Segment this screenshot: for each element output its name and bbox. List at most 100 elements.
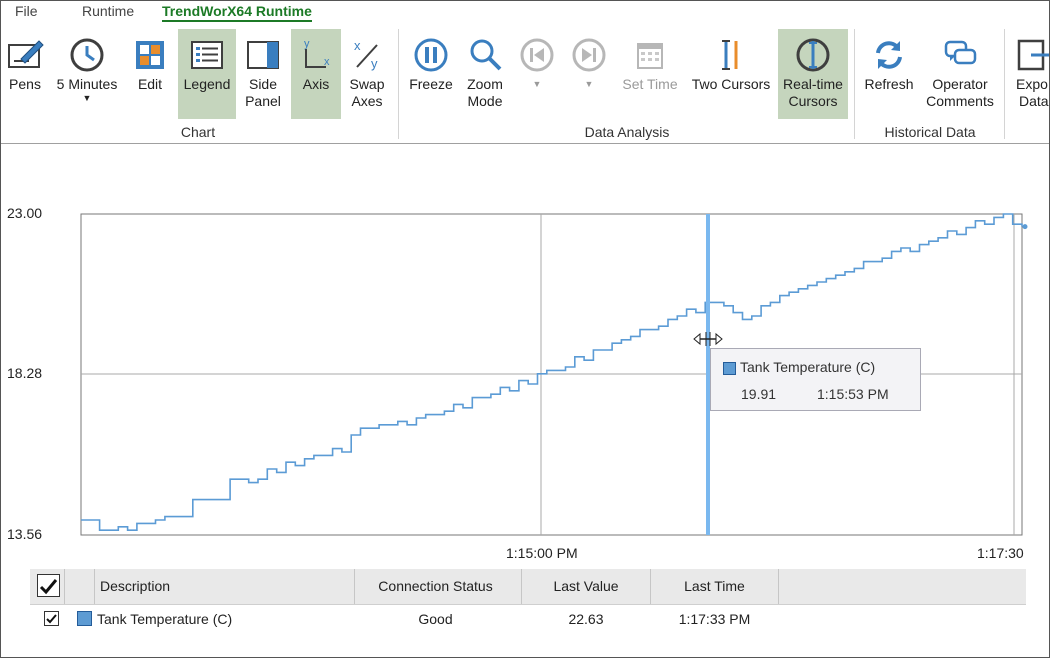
last-time-column-header[interactable]: Last Time xyxy=(651,569,779,604)
export-data-button[interactable]: Expo Data xyxy=(1009,29,1049,119)
two-cursors-icon xyxy=(722,40,738,70)
select-all-cell[interactable] xyxy=(30,569,65,604)
series-group xyxy=(81,213,1028,531)
export-label-2: Data xyxy=(1019,93,1049,109)
freeze-label: Freeze xyxy=(409,76,453,92)
time-span-dropdown[interactable]: 5 Minutes ▼ xyxy=(53,29,121,119)
chevron-down-icon: ▼ xyxy=(82,93,92,103)
group-separator xyxy=(398,29,399,139)
skip-forward-icon xyxy=(572,38,606,72)
edit-icon xyxy=(136,41,164,69)
skip-back-icon xyxy=(520,38,554,72)
two-cursors-button[interactable]: Two Cursors xyxy=(688,29,774,119)
y-tick-label: 23.00 xyxy=(7,205,43,221)
zoom-mode-button[interactable]: Zoom Mode xyxy=(462,29,508,119)
legend-label: Legend xyxy=(183,76,231,92)
axis-icon: y x xyxy=(304,38,330,68)
last-value-column-header[interactable]: Last Value xyxy=(522,569,651,604)
series-end-marker xyxy=(1022,224,1028,230)
legend-button[interactable]: Legend xyxy=(178,29,236,119)
refresh-label: Refresh xyxy=(864,76,914,92)
side-panel-label-1: Side xyxy=(248,76,278,92)
ribbon: Pens 5 Minutes ▼ Edit xyxy=(1,23,1049,144)
time-span-label: 5 Minutes xyxy=(56,76,118,92)
set-time-label: Set Time xyxy=(622,76,678,92)
skip-forward-dropdown-icon: ▼ xyxy=(584,79,594,89)
svg-text:x: x xyxy=(354,38,361,53)
zoom-mode-label-2: Mode xyxy=(467,93,503,109)
realtime-cursors-button[interactable]: Real-time Cursors xyxy=(778,29,848,119)
pens-label: Pens xyxy=(9,76,41,92)
axis-button[interactable]: y x Axis xyxy=(291,29,341,119)
side-panel-button[interactable]: Side Panel xyxy=(241,29,285,119)
x-tick-label: 1:17:30 xyxy=(977,545,1024,561)
legend-icon xyxy=(191,41,223,69)
svg-text:y: y xyxy=(304,38,310,50)
edit-button[interactable]: Edit xyxy=(129,29,171,119)
checkmark-icon xyxy=(39,579,58,595)
trend-chart[interactable]: 23.00 18.28 13.56 1:15:00 PM 1:17:30 Tan… xyxy=(1,144,1049,569)
chart-group-label: Chart xyxy=(180,124,216,140)
side-panel-icon xyxy=(247,41,279,69)
y-tick-label: 18.28 xyxy=(7,365,43,381)
side-panel-label-2: Panel xyxy=(245,93,281,109)
swap-axes-label-1: Swap xyxy=(349,76,385,92)
description-column-header[interactable]: Description xyxy=(95,569,355,604)
pen-connection-status: Good xyxy=(418,611,453,627)
historical-data-group-label: Historical Data xyxy=(884,124,976,140)
svg-text:x: x xyxy=(324,56,330,68)
axis-label: Axis xyxy=(302,76,330,92)
x-tick-label: 1:15:00 PM xyxy=(506,545,578,561)
freeze-button[interactable]: Freeze xyxy=(405,29,457,119)
connection-status-column-header[interactable]: Connection Status xyxy=(350,569,522,604)
color-column-header xyxy=(65,569,95,604)
tooltip-value: 19.91 xyxy=(741,386,777,402)
set-time-button[interactable]: Set Time xyxy=(618,29,682,119)
data-analysis-group-label: Data Analysis xyxy=(584,124,670,140)
pause-icon xyxy=(414,38,448,72)
skip-back-button[interactable]: ▼ xyxy=(515,29,559,119)
clock-icon xyxy=(70,38,104,72)
series-line-tank-temperature xyxy=(81,213,1023,531)
realtime-cursor-icon xyxy=(796,38,830,72)
pen-color-swatch xyxy=(723,362,736,375)
swap-axes-icon: x y xyxy=(354,38,378,71)
skip-back-dropdown-icon: ▼ xyxy=(532,79,542,89)
tooltip-pen-name: Tank Temperature (C) xyxy=(740,359,876,375)
refresh-button[interactable]: Refresh xyxy=(861,29,917,119)
export-label-1: Expo xyxy=(1016,76,1048,92)
tooltip-time: 1:15:53 PM xyxy=(817,386,889,402)
y-tick-label: 13.56 xyxy=(7,526,43,542)
operator-comments-label-1: Operator xyxy=(932,76,988,92)
pen-visible-checkbox[interactable] xyxy=(44,611,59,626)
calendar-icon xyxy=(637,43,663,69)
cursor-tooltip: Tank Temperature (C) 19.91 1:15:53 PM xyxy=(710,348,921,411)
edit-label: Edit xyxy=(137,76,163,92)
operator-comments-label-2: Comments xyxy=(926,93,994,109)
menu-bar: File Runtime TrendWorX64 Runtime xyxy=(1,1,1049,23)
menu-trendworx-runtime[interactable]: TrendWorX64 Runtime xyxy=(162,3,312,22)
magnifier-icon xyxy=(470,39,502,71)
pen-color-swatch xyxy=(77,611,92,626)
pens-button[interactable]: Pens xyxy=(3,29,47,119)
legend-table: Description Connection Status Last Value… xyxy=(30,569,1026,657)
pen-last-time: 1:17:33 PM xyxy=(678,611,751,627)
realtime-cursors-label-2: Cursors xyxy=(788,93,838,109)
cursor-drag-handle xyxy=(693,332,723,346)
swap-axes-button[interactable]: x y Swap Axes xyxy=(346,29,388,119)
svg-text:y: y xyxy=(371,56,378,71)
comments-icon xyxy=(944,40,977,65)
pen-description: Tank Temperature (C) xyxy=(97,611,233,627)
refresh-icon xyxy=(876,41,902,69)
zoom-mode-label-1: Zoom xyxy=(467,76,503,92)
skip-forward-button[interactable]: ▼ xyxy=(567,29,611,119)
two-cursors-label: Two Cursors xyxy=(691,76,771,92)
pen-last-value: 22.63 xyxy=(568,611,604,627)
checkmark-icon xyxy=(46,614,57,624)
select-all-checkbox[interactable] xyxy=(37,574,60,597)
menu-file[interactable]: File xyxy=(15,3,38,19)
operator-comments-button[interactable]: Operator Comments xyxy=(923,29,997,119)
menu-runtime[interactable]: Runtime xyxy=(82,3,135,19)
legend-header-row: Description Connection Status Last Value… xyxy=(30,569,1026,605)
